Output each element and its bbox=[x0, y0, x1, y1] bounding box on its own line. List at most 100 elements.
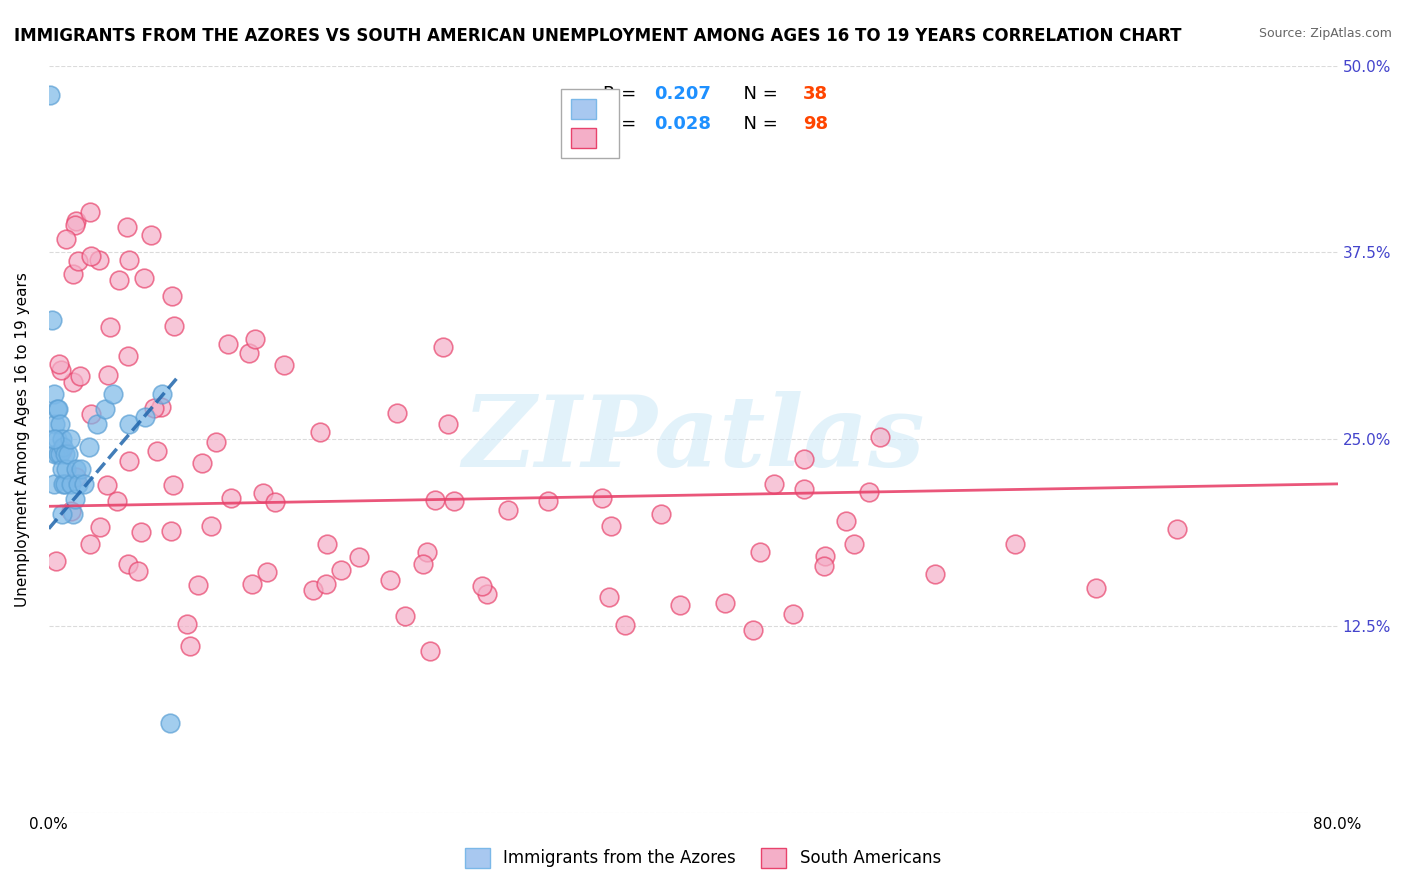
Immigrants from the Azores bbox=[48, 447, 70, 461]
South Americans bbox=[65, 469, 87, 483]
South Americans bbox=[205, 435, 228, 450]
South Americans bbox=[347, 549, 370, 564]
Immigrants from the Azores bbox=[51, 507, 73, 521]
Immigrants from the Azores bbox=[55, 462, 77, 476]
South Americans bbox=[477, 587, 499, 601]
Y-axis label: Unemployment Among Ages 16 to 19 years: Unemployment Among Ages 16 to 19 years bbox=[15, 272, 30, 607]
South Americans bbox=[105, 494, 128, 508]
South Americans bbox=[79, 205, 101, 219]
Immigrants from the Azores bbox=[51, 432, 73, 446]
Immigrants from the Azores bbox=[42, 476, 65, 491]
South Americans bbox=[139, 227, 162, 242]
South Americans bbox=[217, 336, 239, 351]
South Americans bbox=[117, 557, 139, 571]
South Americans bbox=[432, 340, 454, 354]
South Americans bbox=[591, 491, 613, 506]
Immigrants from the Azores bbox=[134, 409, 156, 424]
South Americans bbox=[813, 559, 835, 574]
South Americans bbox=[316, 536, 339, 550]
South Americans bbox=[187, 578, 209, 592]
South Americans bbox=[315, 576, 337, 591]
South Americans bbox=[62, 267, 84, 281]
South Americans bbox=[924, 566, 946, 581]
Immigrants from the Azores bbox=[42, 387, 65, 401]
South Americans bbox=[67, 254, 90, 268]
South Americans bbox=[378, 574, 401, 588]
South Americans bbox=[48, 357, 70, 371]
Immigrants from the Azores bbox=[103, 387, 125, 401]
Text: N =: N = bbox=[733, 86, 783, 103]
Immigrants from the Azores bbox=[45, 432, 67, 446]
South Americans bbox=[273, 358, 295, 372]
South Americans bbox=[87, 252, 110, 267]
South Americans bbox=[844, 536, 866, 550]
Immigrants from the Azores bbox=[65, 462, 87, 476]
Text: 0.028: 0.028 bbox=[655, 115, 711, 133]
South Americans bbox=[496, 502, 519, 516]
South Americans bbox=[55, 232, 77, 246]
South Americans bbox=[264, 495, 287, 509]
South Americans bbox=[793, 482, 815, 496]
Immigrants from the Azores bbox=[49, 417, 72, 431]
South Americans bbox=[598, 590, 620, 604]
South Americans bbox=[741, 623, 763, 637]
Text: 0.207: 0.207 bbox=[655, 86, 711, 103]
Immigrants from the Azores bbox=[51, 462, 73, 476]
Immigrants from the Azores bbox=[52, 440, 75, 454]
South Americans bbox=[200, 519, 222, 533]
Immigrants from the Azores bbox=[70, 462, 93, 476]
South Americans bbox=[59, 504, 82, 518]
Immigrants from the Azores bbox=[66, 476, 89, 491]
South Americans bbox=[748, 545, 770, 559]
Immigrants from the Azores bbox=[39, 88, 62, 103]
South Americans bbox=[600, 519, 623, 533]
South Americans bbox=[1004, 536, 1026, 550]
South Americans bbox=[65, 214, 87, 228]
South Americans bbox=[1084, 582, 1107, 596]
South Americans bbox=[714, 596, 737, 610]
South Americans bbox=[62, 375, 84, 389]
South Americans bbox=[309, 425, 332, 439]
Immigrants from the Azores bbox=[41, 312, 63, 326]
South Americans bbox=[858, 484, 880, 499]
South Americans bbox=[613, 617, 636, 632]
South Americans bbox=[160, 289, 183, 303]
South Americans bbox=[45, 554, 67, 568]
South Americans bbox=[97, 368, 120, 383]
South Americans bbox=[412, 558, 434, 572]
South Americans bbox=[191, 456, 214, 470]
Text: N =: N = bbox=[733, 115, 783, 133]
South Americans bbox=[330, 562, 353, 576]
South Americans bbox=[142, 401, 165, 415]
Immigrants from the Azores bbox=[73, 476, 96, 491]
South Americans bbox=[96, 477, 118, 491]
South Americans bbox=[118, 454, 141, 468]
South Americans bbox=[302, 583, 325, 598]
South Americans bbox=[160, 524, 183, 538]
Immigrants from the Azores bbox=[63, 491, 86, 506]
South Americans bbox=[394, 608, 416, 623]
Immigrants from the Azores bbox=[77, 440, 100, 454]
South Americans bbox=[89, 520, 111, 534]
South Americans bbox=[762, 476, 785, 491]
South Americans bbox=[437, 417, 460, 431]
Immigrants from the Azores bbox=[45, 402, 67, 417]
South Americans bbox=[471, 579, 494, 593]
South Americans bbox=[80, 407, 103, 421]
South Americans bbox=[252, 485, 274, 500]
Immigrants from the Azores bbox=[62, 507, 84, 521]
South Americans bbox=[650, 507, 672, 521]
Immigrants from the Azores bbox=[48, 402, 70, 417]
South Americans bbox=[127, 564, 149, 578]
Immigrants from the Azores bbox=[53, 447, 76, 461]
South Americans bbox=[118, 252, 141, 267]
South Americans bbox=[869, 430, 891, 444]
South Americans bbox=[387, 406, 409, 420]
South Americans bbox=[536, 494, 558, 508]
South Americans bbox=[668, 598, 690, 612]
South Americans bbox=[115, 219, 138, 234]
South Americans bbox=[256, 565, 278, 579]
Immigrants from the Azores bbox=[52, 476, 75, 491]
South Americans bbox=[243, 332, 266, 346]
South Americans bbox=[131, 524, 153, 539]
